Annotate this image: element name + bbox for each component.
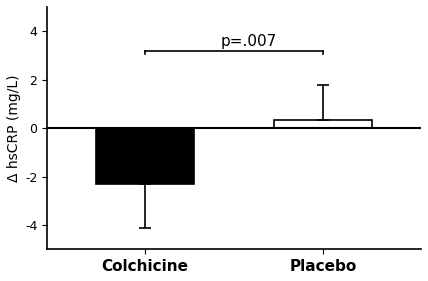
- Bar: [274, 120, 372, 128]
- Text: p=.007: p=.007: [220, 34, 276, 49]
- Y-axis label: Δ hsCRP (mg/L): Δ hsCRP (mg/L): [7, 74, 21, 182]
- Bar: [96, 128, 194, 184]
